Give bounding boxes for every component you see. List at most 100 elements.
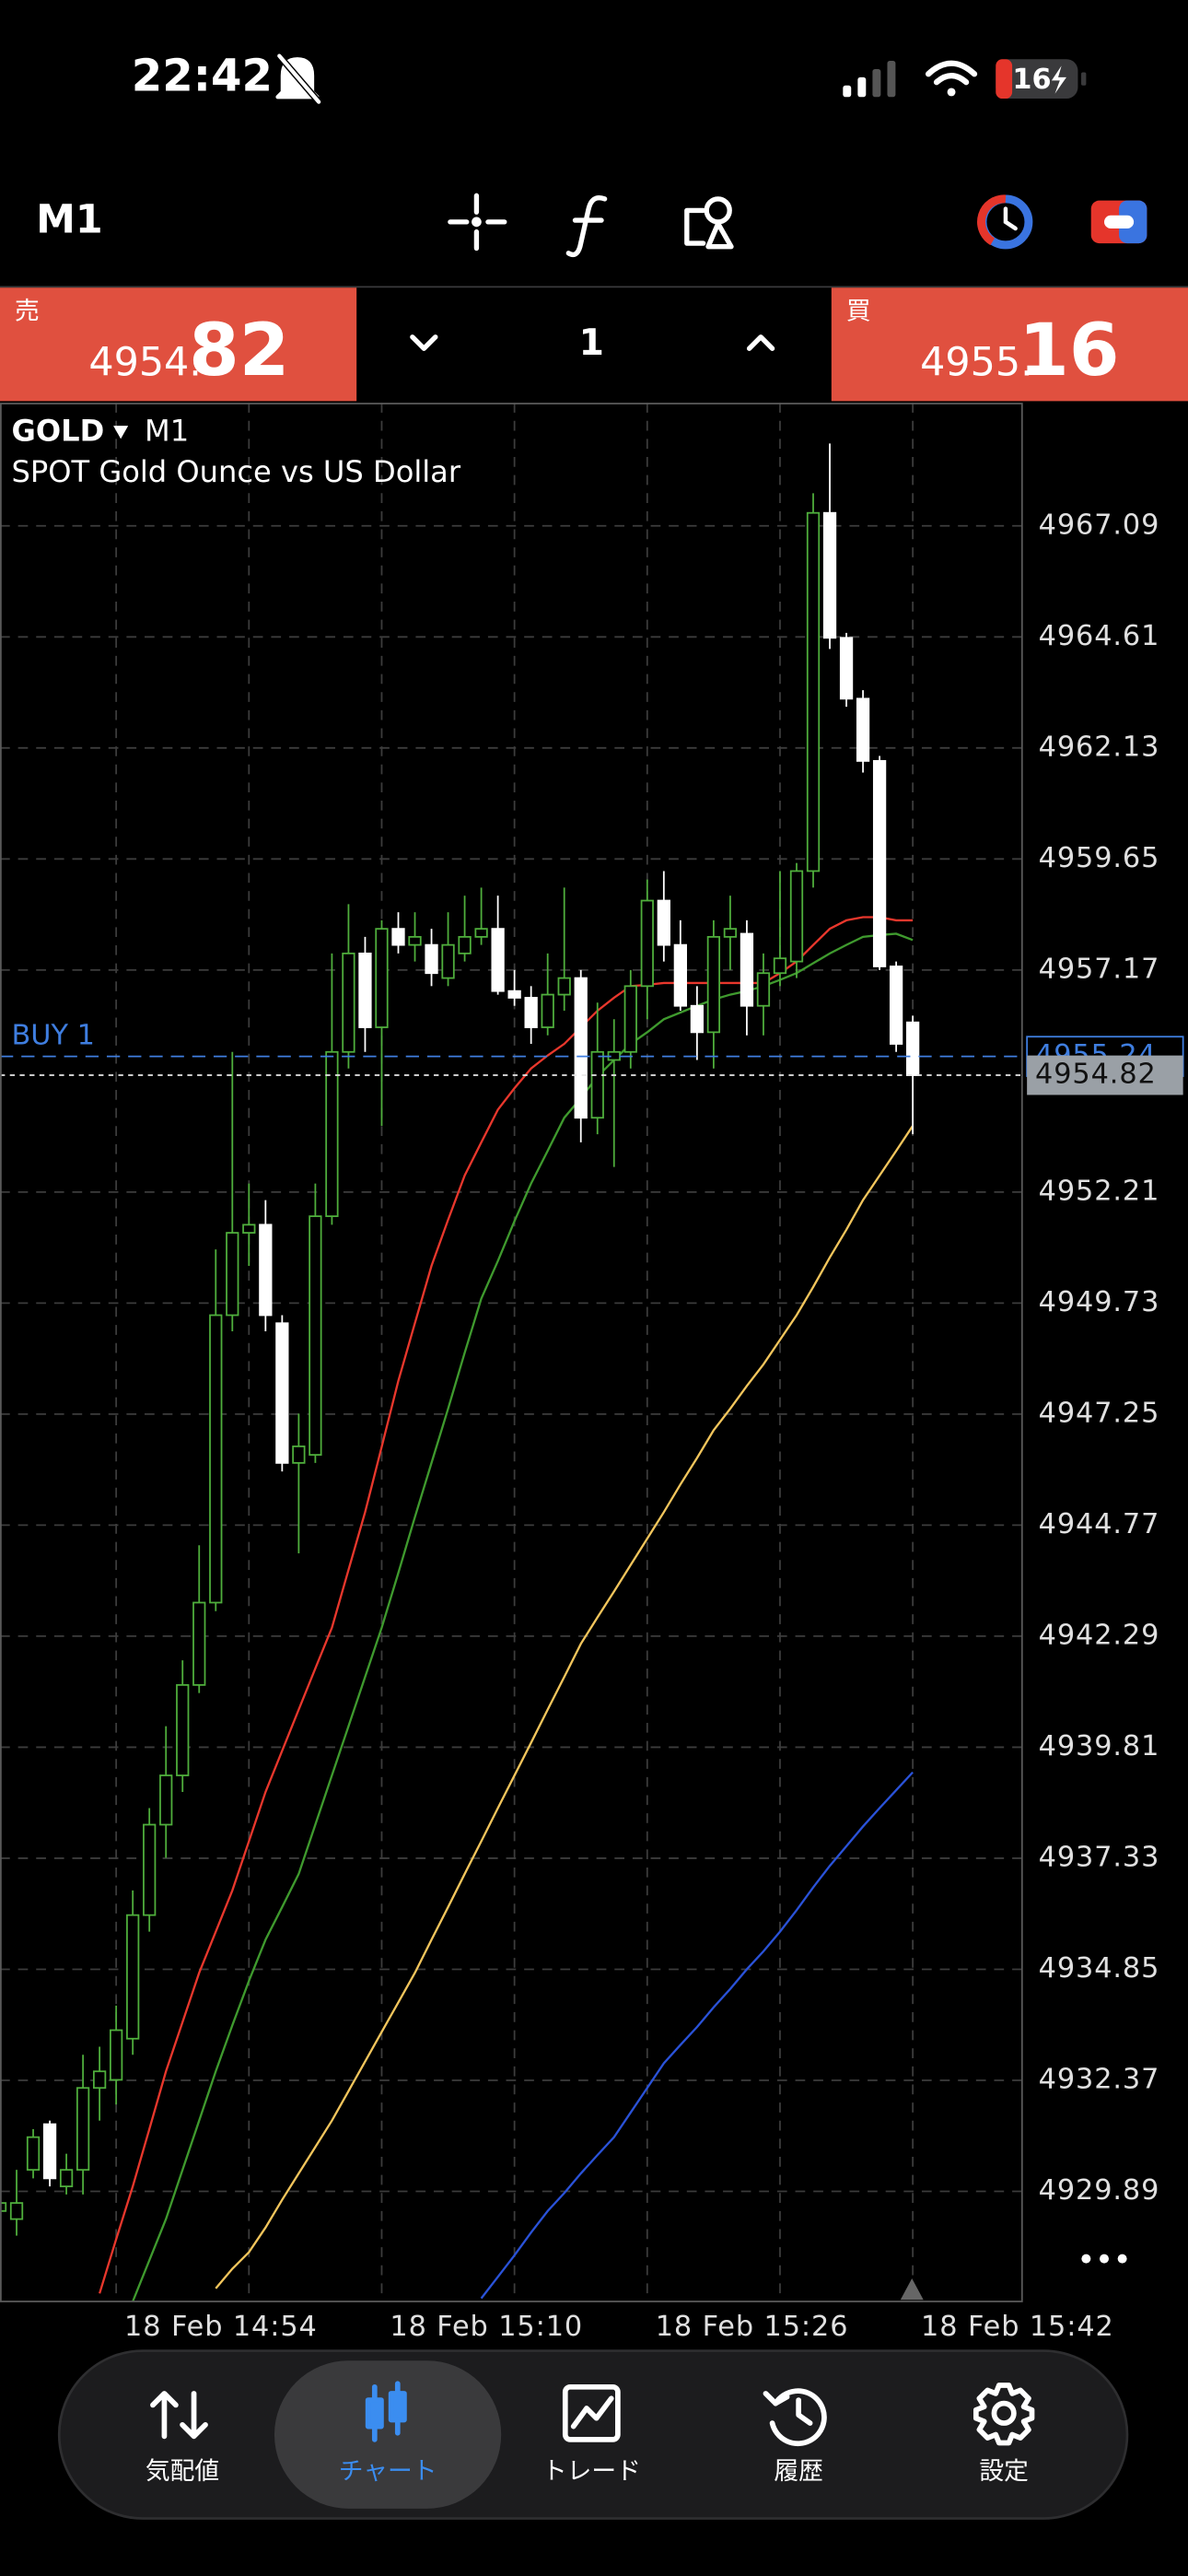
objects-button[interactable] bbox=[684, 196, 734, 250]
x-tick-label: 18 Feb 15:10 bbox=[390, 2311, 583, 2343]
candle-body bbox=[226, 1232, 239, 1317]
y-tick-label: 4929.89 bbox=[1039, 2174, 1160, 2207]
candle-body bbox=[159, 1774, 173, 1826]
chart-symbol[interactable]: GOLD bbox=[11, 413, 104, 448]
x-tick-label: 18 Feb 15:42 bbox=[921, 2311, 1114, 2343]
y-tick-label: 4957.17 bbox=[1039, 953, 1160, 985]
signal-icon bbox=[843, 61, 896, 98]
candle-body bbox=[275, 1322, 289, 1464]
candle-body bbox=[9, 2202, 24, 2220]
tab-trade[interactable]: トレード bbox=[542, 2383, 641, 2486]
buy-price-small: 4955. bbox=[920, 340, 1033, 386]
y-tick-label: 4937.33 bbox=[1039, 1841, 1160, 1873]
tab-settings[interactable]: 設定 bbox=[973, 2383, 1035, 2486]
candle-body bbox=[491, 928, 505, 992]
more-button[interactable] bbox=[1081, 2254, 1127, 2264]
crosshair-button[interactable] bbox=[448, 193, 507, 252]
candle-body bbox=[657, 899, 670, 946]
y-tick-label: 4964.61 bbox=[1039, 620, 1160, 652]
candle-body bbox=[822, 511, 837, 639]
candle-body bbox=[756, 972, 771, 1007]
candle-body bbox=[557, 977, 571, 996]
tab-label: トレード bbox=[542, 2457, 641, 2486]
candle-body bbox=[789, 870, 804, 963]
candle-body bbox=[176, 1683, 190, 1776]
candle-body bbox=[192, 1601, 206, 1686]
chart[interactable]: 4929.89 4932.37 4934.85 4937.33 4939.81 4942.… bbox=[0, 403, 1184, 2343]
price-tag-value: 4954.82 bbox=[1035, 1059, 1157, 1091]
candle-body bbox=[673, 943, 687, 1007]
candle-body bbox=[26, 2136, 41, 2172]
chart-timeframe: M1 bbox=[145, 413, 189, 448]
candle-body bbox=[59, 2169, 74, 2188]
candle-body bbox=[723, 928, 738, 938]
candle-body bbox=[623, 985, 637, 1053]
scroll-marker bbox=[900, 2278, 924, 2301]
candle-body bbox=[541, 993, 554, 1028]
y-tick-label: 4967.09 bbox=[1039, 509, 1160, 541]
candle-body bbox=[889, 966, 903, 1045]
volume-up-button[interactable] bbox=[746, 334, 775, 351]
tab-label: 気配値 bbox=[146, 2457, 219, 2486]
y-tick-label: 4959.65 bbox=[1039, 842, 1160, 874]
y-tick-label: 4952.21 bbox=[1039, 1175, 1160, 1207]
y-tick-label: 4934.85 bbox=[1039, 1952, 1160, 1985]
tab-chart[interactable]: チャート bbox=[339, 2381, 437, 2486]
candle-body bbox=[507, 989, 521, 999]
tab-bar bbox=[57, 2349, 1129, 2520]
price-line-label: BUY 1 bbox=[11, 1020, 94, 1052]
candle-body bbox=[358, 952, 372, 1028]
candle-body bbox=[242, 1224, 256, 1234]
one-click-button[interactable] bbox=[1090, 200, 1147, 244]
tab-history[interactable]: 履歴 bbox=[763, 2388, 827, 2486]
buy-button[interactable]: 買 4955. 16 bbox=[831, 287, 1188, 402]
price-tag bbox=[1027, 1055, 1183, 1095]
candle-body bbox=[773, 957, 787, 975]
candle-body bbox=[906, 1021, 920, 1076]
candle-body bbox=[839, 637, 854, 700]
sell-button[interactable]: 売 4954. 82 bbox=[0, 287, 357, 402]
moving-average-line bbox=[480, 1771, 914, 2300]
x-tick-label: 18 Feb 15:26 bbox=[656, 2311, 849, 2343]
candle-body bbox=[524, 997, 538, 1028]
candle-body bbox=[375, 928, 389, 1028]
y-tick-label: 4949.73 bbox=[1039, 1286, 1160, 1318]
moving-average-line bbox=[132, 932, 914, 2302]
volume-down-button[interactable] bbox=[410, 334, 438, 351]
candle-body bbox=[441, 943, 455, 979]
status-time: 22:42 bbox=[132, 51, 273, 102]
indicators-button[interactable] bbox=[565, 195, 608, 258]
candle-body bbox=[806, 511, 821, 872]
candle-body bbox=[292, 1445, 306, 1464]
candle-body bbox=[309, 1215, 322, 1457]
candle-body bbox=[474, 928, 488, 938]
moving-average-line bbox=[215, 1125, 914, 2289]
candle-body bbox=[143, 1823, 157, 1916]
tab-quotes[interactable]: 気配値 bbox=[146, 2391, 219, 2486]
candle-body bbox=[391, 928, 405, 946]
moving-average-line bbox=[99, 916, 914, 2294]
sell-background bbox=[0, 287, 357, 402]
tab-label: チャート bbox=[339, 2457, 437, 2486]
buy-price-big: 16 bbox=[1019, 308, 1119, 392]
candle-body bbox=[856, 697, 870, 762]
y-tick-label: 4939.81 bbox=[1039, 1730, 1160, 1762]
candle-body bbox=[408, 935, 422, 946]
candle-body bbox=[259, 1224, 273, 1317]
tab-label: 設定 bbox=[979, 2457, 1029, 2486]
volume-value[interactable]: 1 bbox=[579, 322, 604, 364]
candle-body bbox=[574, 977, 588, 1119]
symbol-dropdown[interactable] bbox=[113, 426, 129, 439]
candle-body bbox=[458, 935, 472, 954]
candle-body bbox=[42, 2123, 57, 2180]
active-tab-highlight bbox=[274, 2360, 502, 2509]
candle-body bbox=[706, 935, 721, 1034]
battery-icon bbox=[996, 59, 1087, 100]
chart-mode-button[interactable] bbox=[977, 194, 1033, 250]
y-tick-label: 4947.25 bbox=[1039, 1397, 1160, 1429]
timeframe-button[interactable]: M1 bbox=[36, 196, 102, 242]
sell-price-big: 82 bbox=[189, 308, 289, 392]
